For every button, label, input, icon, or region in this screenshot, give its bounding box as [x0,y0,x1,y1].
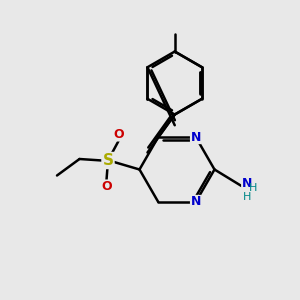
Text: N: N [190,196,201,208]
Text: N: N [190,130,201,143]
Text: H: H [243,191,251,202]
Text: N: N [242,177,252,190]
Text: O: O [113,128,124,141]
Text: S: S [103,153,113,168]
Text: H: H [249,183,258,194]
Text: O: O [101,180,112,193]
